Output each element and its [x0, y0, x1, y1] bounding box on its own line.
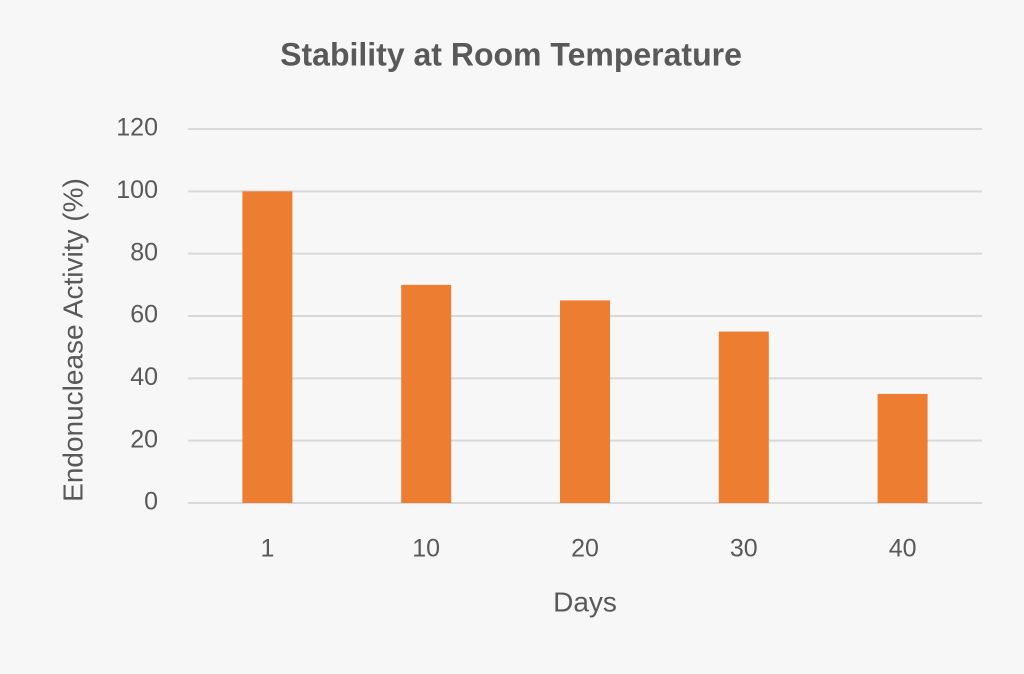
- y-tick-label: 40: [130, 363, 158, 391]
- y-tick-label: 0: [144, 488, 158, 516]
- y-tick-label: 120: [116, 114, 158, 142]
- x-tick-label: 20: [571, 535, 599, 563]
- y-tick-label: 60: [130, 301, 158, 329]
- bar: [718, 331, 769, 503]
- x-tick-label: 1: [260, 535, 274, 563]
- y-tick-label: 80: [130, 238, 158, 266]
- bar: [877, 393, 928, 503]
- bar: [560, 300, 610, 503]
- chart-title: Stability at Room Temperature: [280, 36, 742, 72]
- x-axis-label: Days: [553, 586, 617, 617]
- y-tick-label: 100: [116, 176, 158, 204]
- x-tick-label: 10: [412, 535, 440, 563]
- x-tick-label: 40: [889, 535, 917, 563]
- x-tick-label: 30: [730, 535, 758, 563]
- bar: [401, 284, 452, 503]
- y-axis-label: Endonuclease Activity (%): [57, 178, 88, 502]
- y-tick-label: 20: [130, 425, 158, 453]
- bar: [242, 191, 293, 504]
